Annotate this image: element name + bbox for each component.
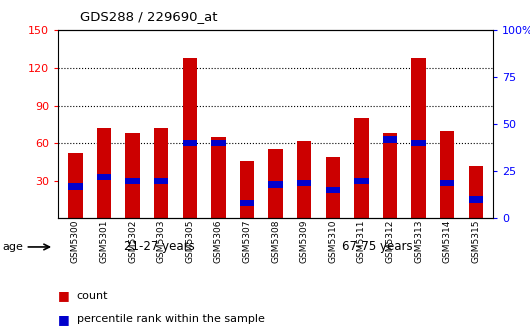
Bar bbox=[154, 128, 169, 218]
Text: ■: ■ bbox=[58, 313, 70, 326]
Bar bbox=[68, 153, 83, 218]
Bar bbox=[183, 58, 197, 218]
Bar bbox=[126, 133, 140, 218]
Bar bbox=[411, 58, 426, 218]
Text: 67-75 years: 67-75 years bbox=[342, 241, 412, 253]
Bar bbox=[269, 181, 282, 188]
Bar bbox=[354, 178, 368, 184]
Bar bbox=[325, 187, 340, 193]
Bar bbox=[126, 178, 140, 184]
Text: count: count bbox=[77, 291, 108, 301]
Text: GDS288 / 229690_at: GDS288 / 229690_at bbox=[80, 10, 217, 23]
Text: age: age bbox=[3, 242, 23, 252]
Bar bbox=[211, 137, 226, 218]
Bar bbox=[240, 200, 254, 207]
Bar bbox=[325, 157, 340, 218]
Bar bbox=[68, 183, 83, 190]
Bar bbox=[97, 174, 111, 180]
Text: ■: ■ bbox=[58, 289, 70, 302]
Bar bbox=[269, 150, 282, 218]
Bar bbox=[297, 179, 311, 186]
Bar bbox=[411, 140, 426, 146]
Bar bbox=[383, 136, 397, 142]
Bar bbox=[440, 179, 454, 186]
Bar bbox=[297, 141, 311, 218]
Text: 21-27 years: 21-27 years bbox=[125, 241, 195, 253]
Bar bbox=[469, 197, 483, 203]
Bar bbox=[240, 161, 254, 218]
Bar bbox=[440, 131, 454, 218]
Bar bbox=[154, 178, 169, 184]
Text: percentile rank within the sample: percentile rank within the sample bbox=[77, 314, 264, 324]
Bar bbox=[211, 140, 226, 146]
Bar bbox=[469, 166, 483, 218]
Bar bbox=[183, 140, 197, 146]
Bar bbox=[354, 118, 368, 218]
Bar bbox=[383, 133, 397, 218]
Bar bbox=[97, 128, 111, 218]
